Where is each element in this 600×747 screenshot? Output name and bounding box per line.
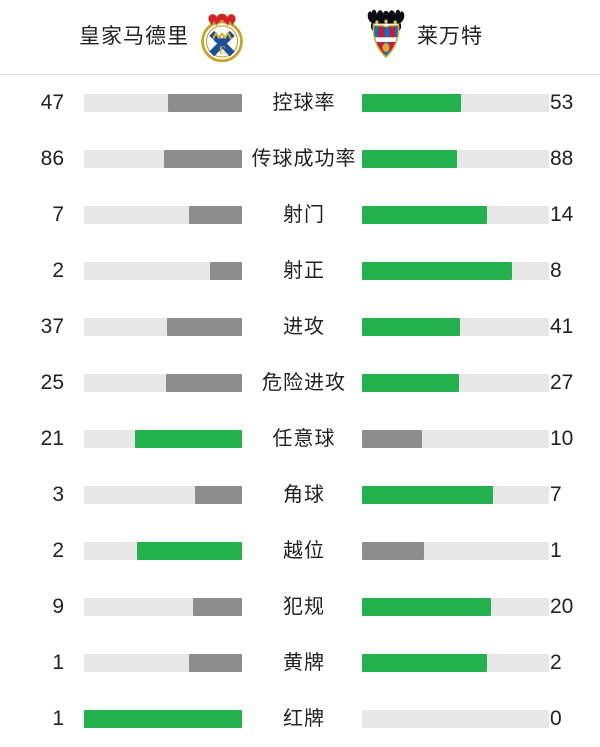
svg-text:E: E: [219, 44, 226, 56]
